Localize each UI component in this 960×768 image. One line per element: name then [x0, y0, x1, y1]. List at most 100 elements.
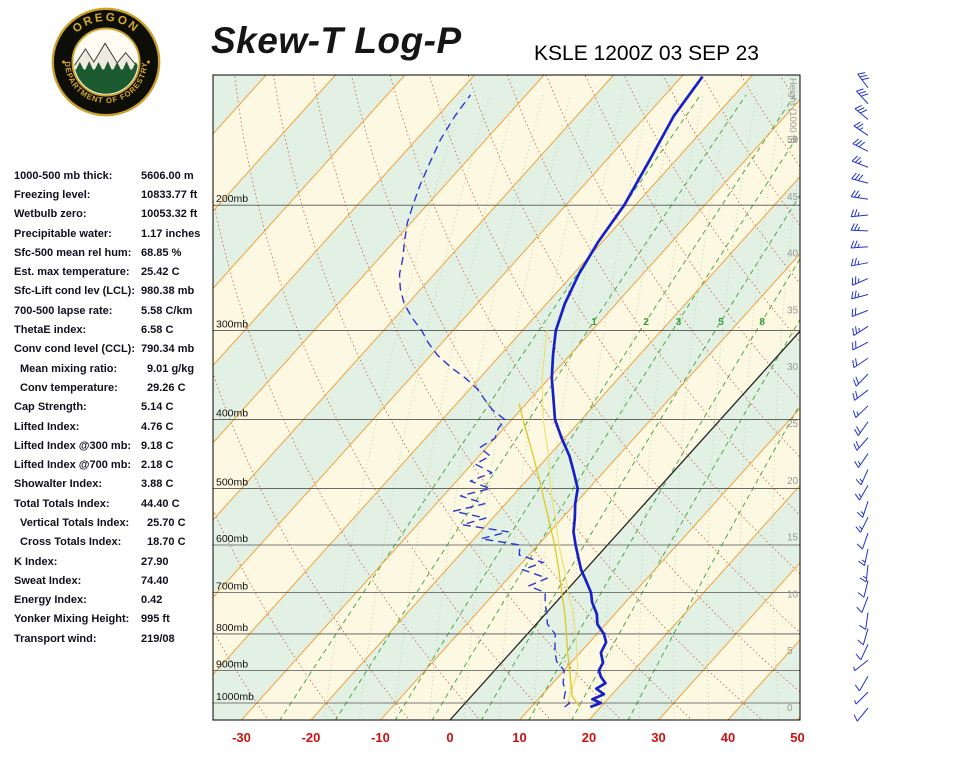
- wind-barb: [851, 246, 869, 249]
- index-label: Transport wind:: [14, 632, 97, 645]
- wind-barb: [861, 532, 869, 550]
- wind-barb: [851, 178, 869, 184]
- index-label: Lifted Index:: [14, 420, 80, 433]
- pressure-label: 200mb: [216, 193, 248, 205]
- index-row: 1000-500 mb thick: 5606.00 m: [14, 166, 214, 185]
- wind-barb: [851, 160, 869, 168]
- index-label: Freezing level:: [14, 188, 91, 201]
- wind-barb: [859, 485, 869, 501]
- wind-barb: [852, 278, 869, 286]
- wind-barb: [855, 405, 869, 418]
- wind-barb: [858, 453, 869, 468]
- mixing-ratio-label: 5: [718, 317, 724, 328]
- index-label: Energy Index:: [14, 594, 87, 607]
- index-label: Yonker Mixing Height:: [14, 613, 130, 626]
- height-tick-label: 20: [787, 476, 799, 487]
- index-row: Yonker Mixing Height: 995 ft: [14, 610, 214, 629]
- index-row: K Index: 27.90: [14, 552, 214, 571]
- index-value: 9.18 C: [141, 439, 174, 452]
- index-label: 700-500 lapse rate:: [14, 304, 113, 317]
- logo-star-right: [146, 60, 150, 64]
- index-row: Cap Strength: 5.14 C: [14, 398, 214, 417]
- wind-barb-panel: [850, 72, 870, 722]
- wind-barb: [851, 294, 869, 300]
- wind-barb: [852, 341, 869, 351]
- index-value: 995 ft: [141, 613, 170, 626]
- index-label: Total Totals Index:: [14, 497, 110, 510]
- index-label: Lifted Index @300 mb:: [14, 439, 132, 452]
- plot-border: [212, 74, 801, 721]
- index-row: Lifted Index @300 mb: 9.18 C: [14, 436, 214, 455]
- height-tick-label: 45: [787, 192, 799, 203]
- pressure-label: 1000mb: [216, 691, 254, 703]
- wind-barb: [857, 73, 869, 89]
- index-value: 27.90: [141, 555, 169, 568]
- height-tick-label: 50: [787, 135, 799, 146]
- index-row: Transport wind: 219/08: [14, 629, 214, 648]
- index-value: 5.58 C/km: [141, 304, 193, 317]
- height-tick-label: 5: [787, 646, 793, 657]
- wind-barb: [853, 357, 869, 369]
- chart-labels: 200mb 300mb 400mb 500mb 600mb 700mb 800mb 900mb…: [216, 78, 805, 745]
- index-value: 68.85 %: [141, 246, 182, 259]
- height-tick-label: 30: [787, 362, 799, 373]
- index-row: Est. max temperature: 25.42 C: [14, 262, 214, 281]
- mixing-ratio-label: 8: [759, 317, 765, 328]
- index-row: Energy Index: 0.42: [14, 591, 214, 610]
- mixing-ratio-label: 1: [591, 317, 597, 328]
- index-value: 74.40: [141, 574, 169, 587]
- wind-barb: [851, 262, 869, 267]
- wind-barb: [863, 548, 869, 566]
- wind-barb: [853, 325, 869, 336]
- wind-barb: [865, 612, 869, 630]
- index-value: 6.58 C: [141, 324, 174, 337]
- index-row: Lifted Index: 4.76 C: [14, 417, 214, 436]
- index-label: Wetbulb zero:: [14, 208, 87, 221]
- index-label: Precipitable water:: [14, 227, 112, 240]
- odf-logo: OREGON DEPARTMENT OF FORESTRY: [51, 7, 161, 117]
- index-value: 0.42: [141, 594, 163, 607]
- index-value: 980.38 mb: [141, 285, 195, 298]
- temperature-tick-label: 30: [651, 730, 665, 745]
- index-label: Sfc-500 mean rel hum:: [14, 246, 132, 259]
- wind-barb: [851, 214, 869, 218]
- wind-barb: [860, 469, 869, 486]
- pressure-label: 900mb: [216, 658, 248, 670]
- wind-barb: [860, 516, 869, 533]
- index-value: 44.40 C: [141, 497, 180, 510]
- index-value: 1.17 inches: [141, 227, 201, 240]
- index-value: 219/08: [141, 632, 175, 645]
- mixing-ratio-label: 2: [643, 317, 649, 328]
- index-row: Lifted Index @700 mb: 2.18 C: [14, 455, 214, 474]
- index-label: Cap Strength:: [14, 401, 87, 414]
- temperature-tick-label: -30: [232, 730, 251, 745]
- index-value: 3.88 C: [141, 478, 174, 491]
- temperature-tick-label: -20: [302, 730, 321, 745]
- wind-barb: [851, 196, 869, 200]
- temperature-tick-label: 20: [582, 730, 596, 745]
- pressure-label: 600mb: [216, 533, 248, 545]
- index-row: Sfc-500 mean rel hum: 68.85 %: [14, 243, 214, 262]
- wind-barb: [856, 707, 869, 722]
- index-value: 25.42 C: [141, 266, 180, 279]
- height-tick-label: 0: [787, 703, 793, 714]
- height-tick-label: 10: [787, 589, 799, 600]
- wind-barb: [851, 309, 869, 317]
- index-label: Est. max temperature:: [14, 266, 130, 279]
- chart-background: [213, 75, 800, 720]
- index-row: 700-500 lapse rate: 5.58 C/km: [14, 301, 214, 320]
- index-row: Showalter Index: 3.88 C: [14, 475, 214, 494]
- index-label: Sweat Index:: [14, 574, 82, 587]
- index-label: ThetaE index:: [14, 324, 87, 337]
- index-label: Conv temperature:: [20, 381, 118, 394]
- index-value: 29.26 C: [147, 381, 186, 394]
- index-label: Conv cond level (CCL):: [14, 343, 136, 356]
- wind-barb: [860, 644, 869, 661]
- wind-barb: [861, 596, 869, 613]
- index-row: Wetbulb zero: 10053.32 ft: [14, 205, 214, 224]
- index-value: 5.14 C: [141, 401, 174, 414]
- wind-barb: [854, 389, 869, 401]
- temperature-tick-label: 10: [512, 730, 526, 745]
- pressure-label: 500mb: [216, 477, 248, 489]
- index-label: Showalter Index:: [14, 478, 103, 491]
